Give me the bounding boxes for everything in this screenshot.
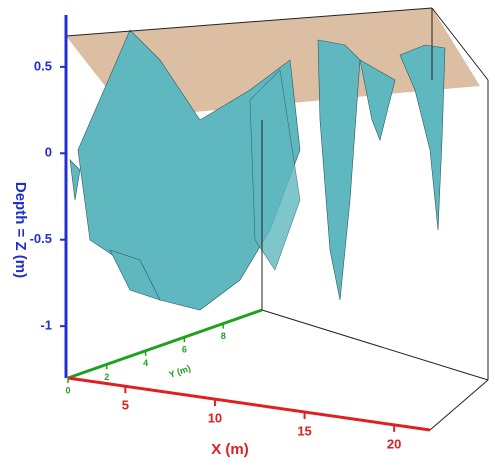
- x-axis-label: X (m): [211, 441, 249, 458]
- x-tick-label: 15: [297, 423, 311, 438]
- y-axis: [68, 310, 262, 378]
- box-edge: [430, 380, 488, 430]
- z-tick-label: 0.5: [34, 58, 52, 73]
- y-tick-label: 8: [221, 331, 226, 341]
- chart: X (m) Y (m) Depth = Z (m) 0.5 0 -0.5 -1 5 10 1…: [0, 0, 495, 465]
- z-tick-label: 0: [45, 145, 52, 160]
- y-tick-label: 6: [182, 345, 187, 355]
- x-tick-label: 20: [387, 436, 401, 451]
- y-tick-label: 4: [143, 358, 148, 368]
- y-tick-label: 2: [104, 372, 109, 382]
- y-tick-label: 0: [65, 385, 70, 395]
- surface-patch: [318, 40, 360, 300]
- z-axis-label: Depth = Z (m): [12, 182, 29, 278]
- x-tick-label: 10: [208, 411, 222, 426]
- box-edge: [262, 310, 488, 380]
- y-axis-label: Y (m): [168, 363, 192, 380]
- surface-patch: [70, 160, 80, 200]
- z-tick-label: -0.5: [30, 231, 52, 246]
- z-tick-label: -1: [40, 318, 52, 333]
- x-tick-label: 5: [122, 398, 129, 413]
